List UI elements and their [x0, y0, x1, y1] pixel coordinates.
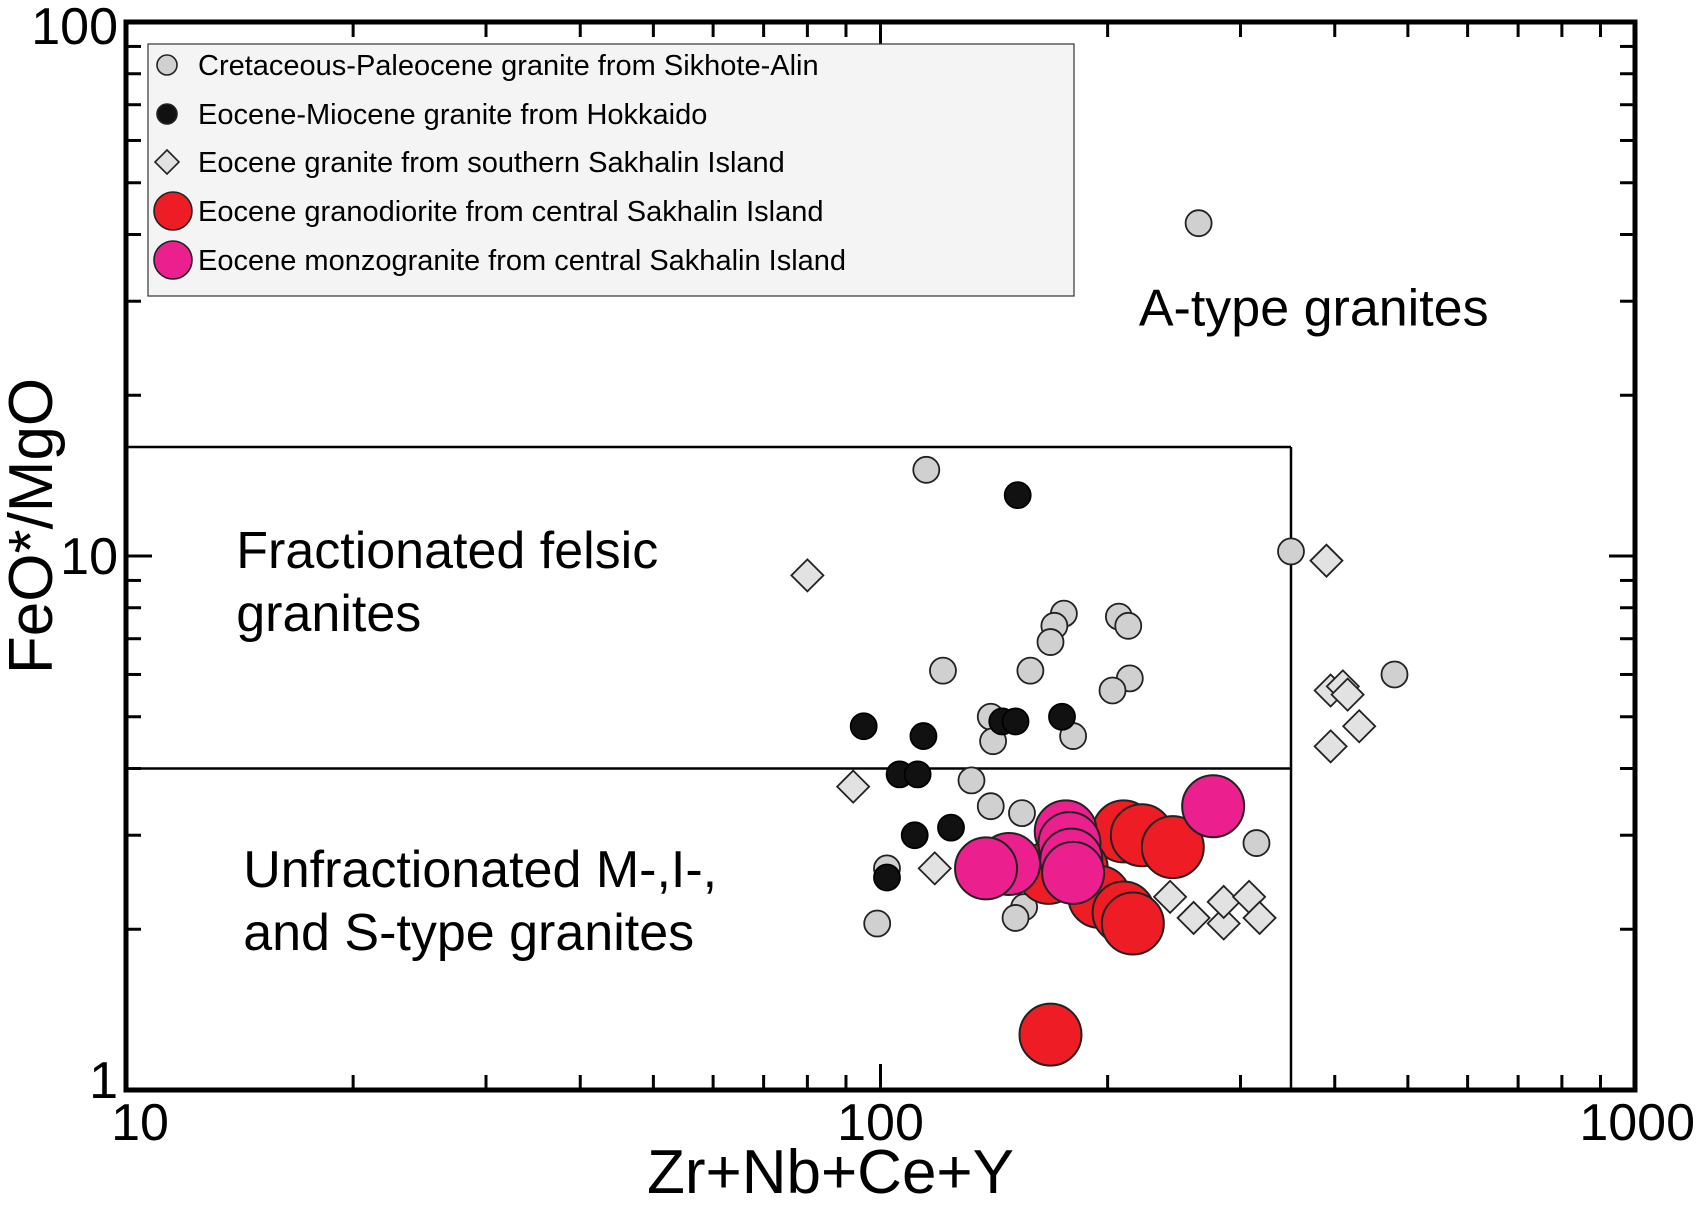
legend-marker: [153, 240, 193, 280]
region-label: A-type granites: [1139, 280, 1489, 338]
region-label-line: Unfractionated M-,I-,: [243, 841, 717, 899]
data-point: [1184, 209, 1213, 238]
y-tick-label: 100: [31, 0, 118, 56]
data-point: [863, 909, 892, 938]
data-point: [1100, 891, 1165, 956]
data-point: [937, 813, 965, 842]
legend: Cretaceous-Paleocene granite from Sikhot…: [147, 43, 1075, 297]
data-point: [1001, 904, 1030, 932]
data-point: [1098, 676, 1127, 705]
data-point: [1001, 707, 1030, 736]
x-tick-label: 1000: [1579, 1094, 1695, 1152]
data-point: [912, 455, 941, 484]
legend-label: Eocene granite from southern Sakhalin Is…: [198, 147, 785, 179]
data-point: [976, 792, 1005, 821]
data-point: [790, 558, 825, 593]
data-point: [917, 851, 953, 886]
x-tick-label: 100: [837, 1094, 924, 1152]
region-label-line: A-type granites: [1139, 280, 1489, 338]
y-tick-label: 10: [60, 528, 118, 586]
data-point: [1176, 900, 1211, 936]
data-point: [1140, 815, 1205, 880]
data-point: [1206, 884, 1241, 920]
region-label: Unfractionated M-,I-, and S-type granites: [243, 841, 717, 962]
data-point: [1016, 656, 1045, 685]
series-5: [954, 774, 1246, 905]
data-point: [1309, 543, 1344, 578]
region-label-line: granites: [236, 585, 421, 643]
data-points: [790, 209, 1409, 1067]
series-3: [790, 543, 1377, 941]
data-point: [1181, 774, 1246, 839]
data-point: [954, 836, 1019, 901]
legend-label: Cretaceous-Paleocene granite from Sikhot…: [198, 50, 819, 82]
data-point: [1114, 611, 1143, 640]
data-point: [873, 863, 901, 892]
data-point: [1330, 677, 1365, 712]
data-point: [835, 769, 871, 804]
data-point: [1206, 906, 1241, 941]
data-point: [929, 656, 957, 685]
legend-marker: [156, 103, 178, 125]
region-label: Fractionated felsic granites: [236, 522, 658, 643]
data-point: [1313, 729, 1348, 764]
data-point: [909, 722, 938, 750]
data-point: [1277, 537, 1305, 566]
data-point: [957, 766, 986, 795]
region-label-line: and S-type granites: [243, 904, 694, 962]
data-point: [900, 821, 929, 850]
data-point: [1242, 829, 1271, 857]
legend-label: Eocene-Miocene granite from Hokkaido: [198, 99, 707, 131]
y-axis-title: FeO*/MgO: [0, 378, 66, 674]
data-point: [1036, 628, 1065, 656]
data-point: [1242, 900, 1277, 936]
data-point: [903, 760, 932, 789]
plot-frame: [123, 19, 1638, 1093]
legend-marker: [153, 148, 181, 176]
data-point: [1008, 799, 1036, 828]
data-point: [1003, 481, 1032, 510]
data-point: [1048, 702, 1076, 731]
y-tick-label: 1: [89, 1052, 118, 1110]
legend-label: Eocene granodiorite from central Sakhali…: [198, 196, 823, 228]
data-point: [1341, 708, 1377, 744]
data-point: [1152, 879, 1188, 915]
legend-box: [147, 43, 1075, 297]
x-tick-label: 10: [111, 1094, 169, 1152]
legend-marker: [156, 54, 178, 76]
legend-label: Eocene monzogranite from central Sakhali…: [198, 245, 846, 277]
x-axis-title: Zr+Nb+Ce+Y: [647, 1138, 1014, 1201]
series-2: [849, 481, 1076, 892]
legend-marker: [153, 191, 193, 231]
region-label-line: Fractionated felsic: [236, 522, 658, 580]
data-point: [1380, 660, 1409, 689]
data-point: [1041, 840, 1106, 905]
data-point: [849, 712, 878, 741]
data-point: [1018, 1002, 1083, 1067]
